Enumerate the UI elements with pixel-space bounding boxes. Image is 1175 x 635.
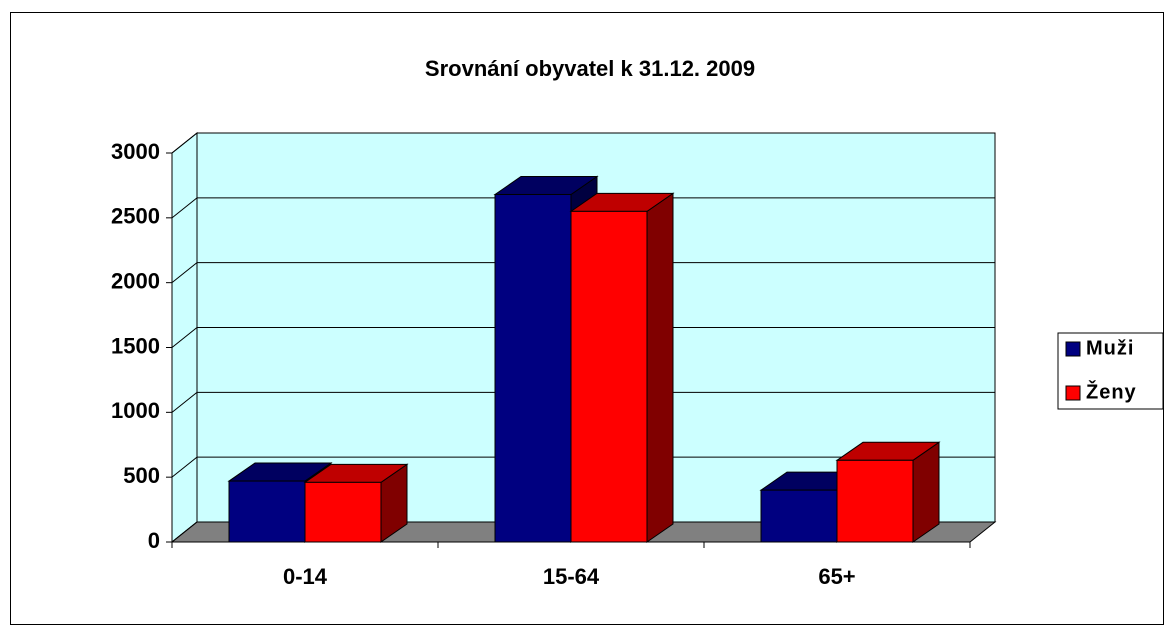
bar-side	[646, 192, 674, 543]
chart-title: Srovnání obyvatel k 31.12. 2009	[425, 56, 755, 81]
grid-line	[171, 521, 995, 543]
grid-line	[171, 197, 995, 219]
grid-line	[171, 262, 995, 284]
y-tick-label: 1500	[111, 333, 160, 358]
grid-line	[171, 327, 995, 348]
y-tick-label: 0	[148, 528, 160, 553]
y-tick-label: 3000	[111, 139, 160, 164]
bar	[304, 481, 382, 543]
bar	[836, 459, 914, 543]
grid-line	[171, 132, 995, 154]
legend-label: Ženy	[1086, 379, 1137, 403]
y-tick-label: 500	[123, 463, 160, 488]
y-tick-label: 2000	[111, 268, 160, 293]
x-tick-label: 0-14	[283, 564, 328, 589]
legend-swatch	[1065, 385, 1081, 401]
x-tick-label: 15-64	[543, 564, 600, 589]
grid-line	[171, 456, 995, 478]
x-tick-label: 65+	[818, 564, 855, 589]
grid-line	[171, 391, 995, 413]
bar	[228, 480, 306, 543]
y-tick-label: 1000	[111, 398, 160, 423]
legend-label: Muži	[1086, 337, 1134, 359]
legend-swatch	[1065, 341, 1081, 357]
y-tick-label: 2500	[111, 204, 160, 229]
bar	[760, 489, 838, 543]
bar	[494, 193, 572, 543]
bar	[570, 210, 648, 543]
